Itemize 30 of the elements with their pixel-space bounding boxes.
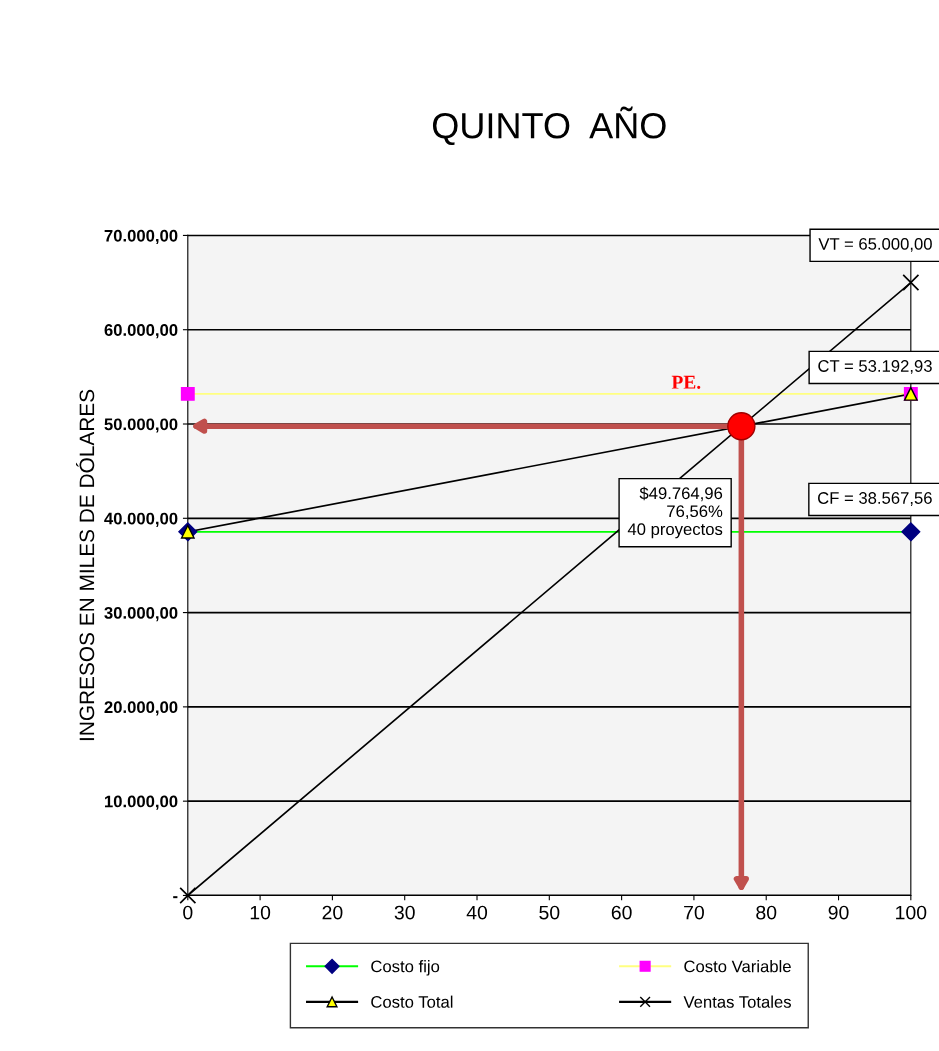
x-tick-label: 40: [466, 905, 488, 920]
y-tick-label: 50.000,00: [104, 418, 178, 433]
annotation: CT = 53.192,93: [818, 360, 932, 374]
y-tick-label: 30.000,00: [104, 606, 178, 622]
y-tick-label: 20.000,00: [104, 701, 178, 716]
annotation: PE.: [671, 375, 701, 389]
legend-label: Costo Variable: [684, 960, 791, 973]
legend-label: Costo fijo: [371, 960, 440, 976]
y-tick-label: -: [173, 896, 178, 899]
y-tick-label: 10.000,00: [104, 795, 178, 810]
x-tick-label: 50: [539, 905, 560, 920]
x-tick-label: 10: [250, 905, 271, 920]
annotation: $49.764,96 76,56% 40 proyectos: [627, 486, 723, 539]
x-tick-label: 80: [756, 905, 777, 920]
chart-title: QUINTO AÑO: [432, 106, 666, 146]
x-tick-label: 30: [394, 905, 415, 920]
annotation: CF = 38.567,56: [818, 492, 932, 506]
y-axis-title: INGRESOS EN MILES DE DÓLARES: [75, 389, 95, 741]
x-tick-label: 60: [611, 905, 632, 920]
x-tick-label: 20: [322, 905, 343, 920]
x-tick-label: 70: [684, 905, 704, 920]
legend-label: Ventas Totales: [683, 995, 791, 1008]
y-tick-label: 70.000,00: [104, 229, 178, 245]
legend-label: Costo Total: [371, 995, 453, 1008]
annotation: VT = 65.000,00: [818, 238, 932, 252]
y-tick-label: 40.000,00: [104, 512, 178, 527]
x-tick-label: 100: [896, 905, 927, 920]
x-tick-label: 90: [828, 905, 849, 920]
y-tick-label: 60.000,00: [104, 324, 178, 339]
x-tick-label: 0: [183, 905, 193, 920]
